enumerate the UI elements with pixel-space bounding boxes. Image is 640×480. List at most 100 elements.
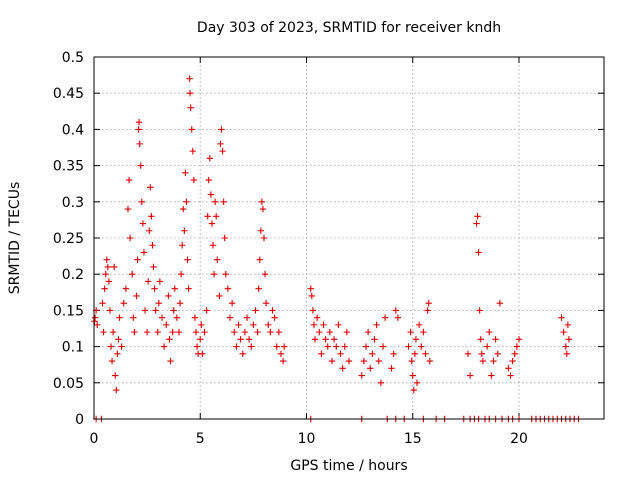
y-tick-label: 0.15 (53, 303, 84, 319)
data-point (115, 336, 122, 343)
data-point (203, 307, 210, 314)
data-point (169, 328, 176, 336)
data-point (477, 336, 484, 343)
data-point (218, 126, 225, 133)
x-tick-label: 10 (298, 431, 316, 447)
data-point (478, 350, 486, 358)
data-point (262, 299, 270, 307)
data-point (149, 242, 156, 249)
data-point (237, 336, 244, 343)
data-point (248, 343, 255, 350)
data-point (483, 343, 491, 350)
data-point (412, 336, 420, 343)
data-point (333, 343, 340, 350)
data-point (197, 336, 204, 343)
data-point (102, 271, 109, 278)
data-point (109, 328, 117, 336)
data-point (375, 357, 382, 365)
data-point (231, 328, 238, 336)
data-point (562, 343, 569, 350)
data-point (343, 328, 351, 336)
data-point (505, 365, 512, 372)
data-point (267, 328, 274, 336)
data-point (426, 357, 433, 365)
x-tick-label: 0 (90, 431, 99, 447)
data-point (558, 314, 565, 321)
data-point (131, 328, 138, 336)
data-point (420, 328, 427, 336)
data-point (464, 350, 472, 358)
data-point (144, 278, 152, 285)
data-point (486, 328, 493, 336)
data-point (138, 198, 146, 205)
data-point (409, 372, 416, 379)
data-point (106, 307, 114, 314)
data-point (337, 350, 344, 358)
data-point (408, 357, 415, 365)
data-point (155, 299, 163, 307)
data-point (198, 321, 205, 329)
data-point (415, 321, 423, 329)
data-point (377, 379, 385, 386)
data-point (413, 379, 421, 386)
y-tick-label: 0.2 (62, 267, 84, 283)
x-tick-label: 15 (404, 431, 422, 447)
data-point (187, 104, 194, 111)
data-point (252, 307, 259, 314)
data-point (219, 147, 226, 155)
data-point (422, 350, 429, 358)
data-point (239, 350, 246, 358)
data-point (192, 328, 200, 336)
data-point (407, 328, 414, 336)
data-point (220, 198, 227, 205)
data-point (273, 343, 280, 350)
data-point (307, 285, 314, 292)
data-point (113, 386, 120, 394)
data-point (181, 227, 188, 234)
data-point (388, 365, 395, 372)
data-point (146, 227, 153, 234)
data-point (371, 336, 378, 343)
data-point (130, 314, 137, 321)
data-point (318, 350, 325, 358)
data-point (277, 350, 285, 358)
y-tick-label: 0.4 (62, 122, 84, 138)
data-point (261, 271, 269, 278)
data-point (466, 372, 474, 379)
data-point (184, 256, 191, 263)
data-point (271, 314, 278, 321)
data-point (324, 343, 331, 350)
data-point (99, 299, 106, 307)
data-point (474, 213, 481, 220)
data-point (339, 365, 346, 372)
y-tick-label: 0.05 (53, 376, 84, 392)
data-point (379, 343, 387, 350)
data-point (124, 205, 132, 213)
data-point (496, 299, 504, 307)
data-point (369, 350, 376, 358)
data-point (473, 220, 480, 227)
data-point (182, 169, 189, 177)
data-point (210, 271, 218, 278)
data-point (390, 350, 397, 358)
data-point (488, 372, 495, 379)
data-point (476, 307, 483, 314)
data-point (180, 205, 187, 213)
data-point (269, 307, 276, 314)
data-point (163, 321, 170, 329)
data-point (139, 220, 147, 227)
data-point (511, 350, 518, 358)
data-point (217, 140, 224, 148)
data-point (509, 357, 516, 365)
x-tick-label: 20 (510, 431, 528, 447)
data-point (345, 357, 353, 365)
data-point (492, 336, 499, 343)
data-point (515, 336, 523, 343)
data-point (105, 278, 113, 285)
data-point (513, 343, 521, 350)
data-point (326, 328, 334, 336)
data-point (322, 336, 329, 343)
data-point (160, 343, 168, 350)
data-point (381, 314, 389, 321)
